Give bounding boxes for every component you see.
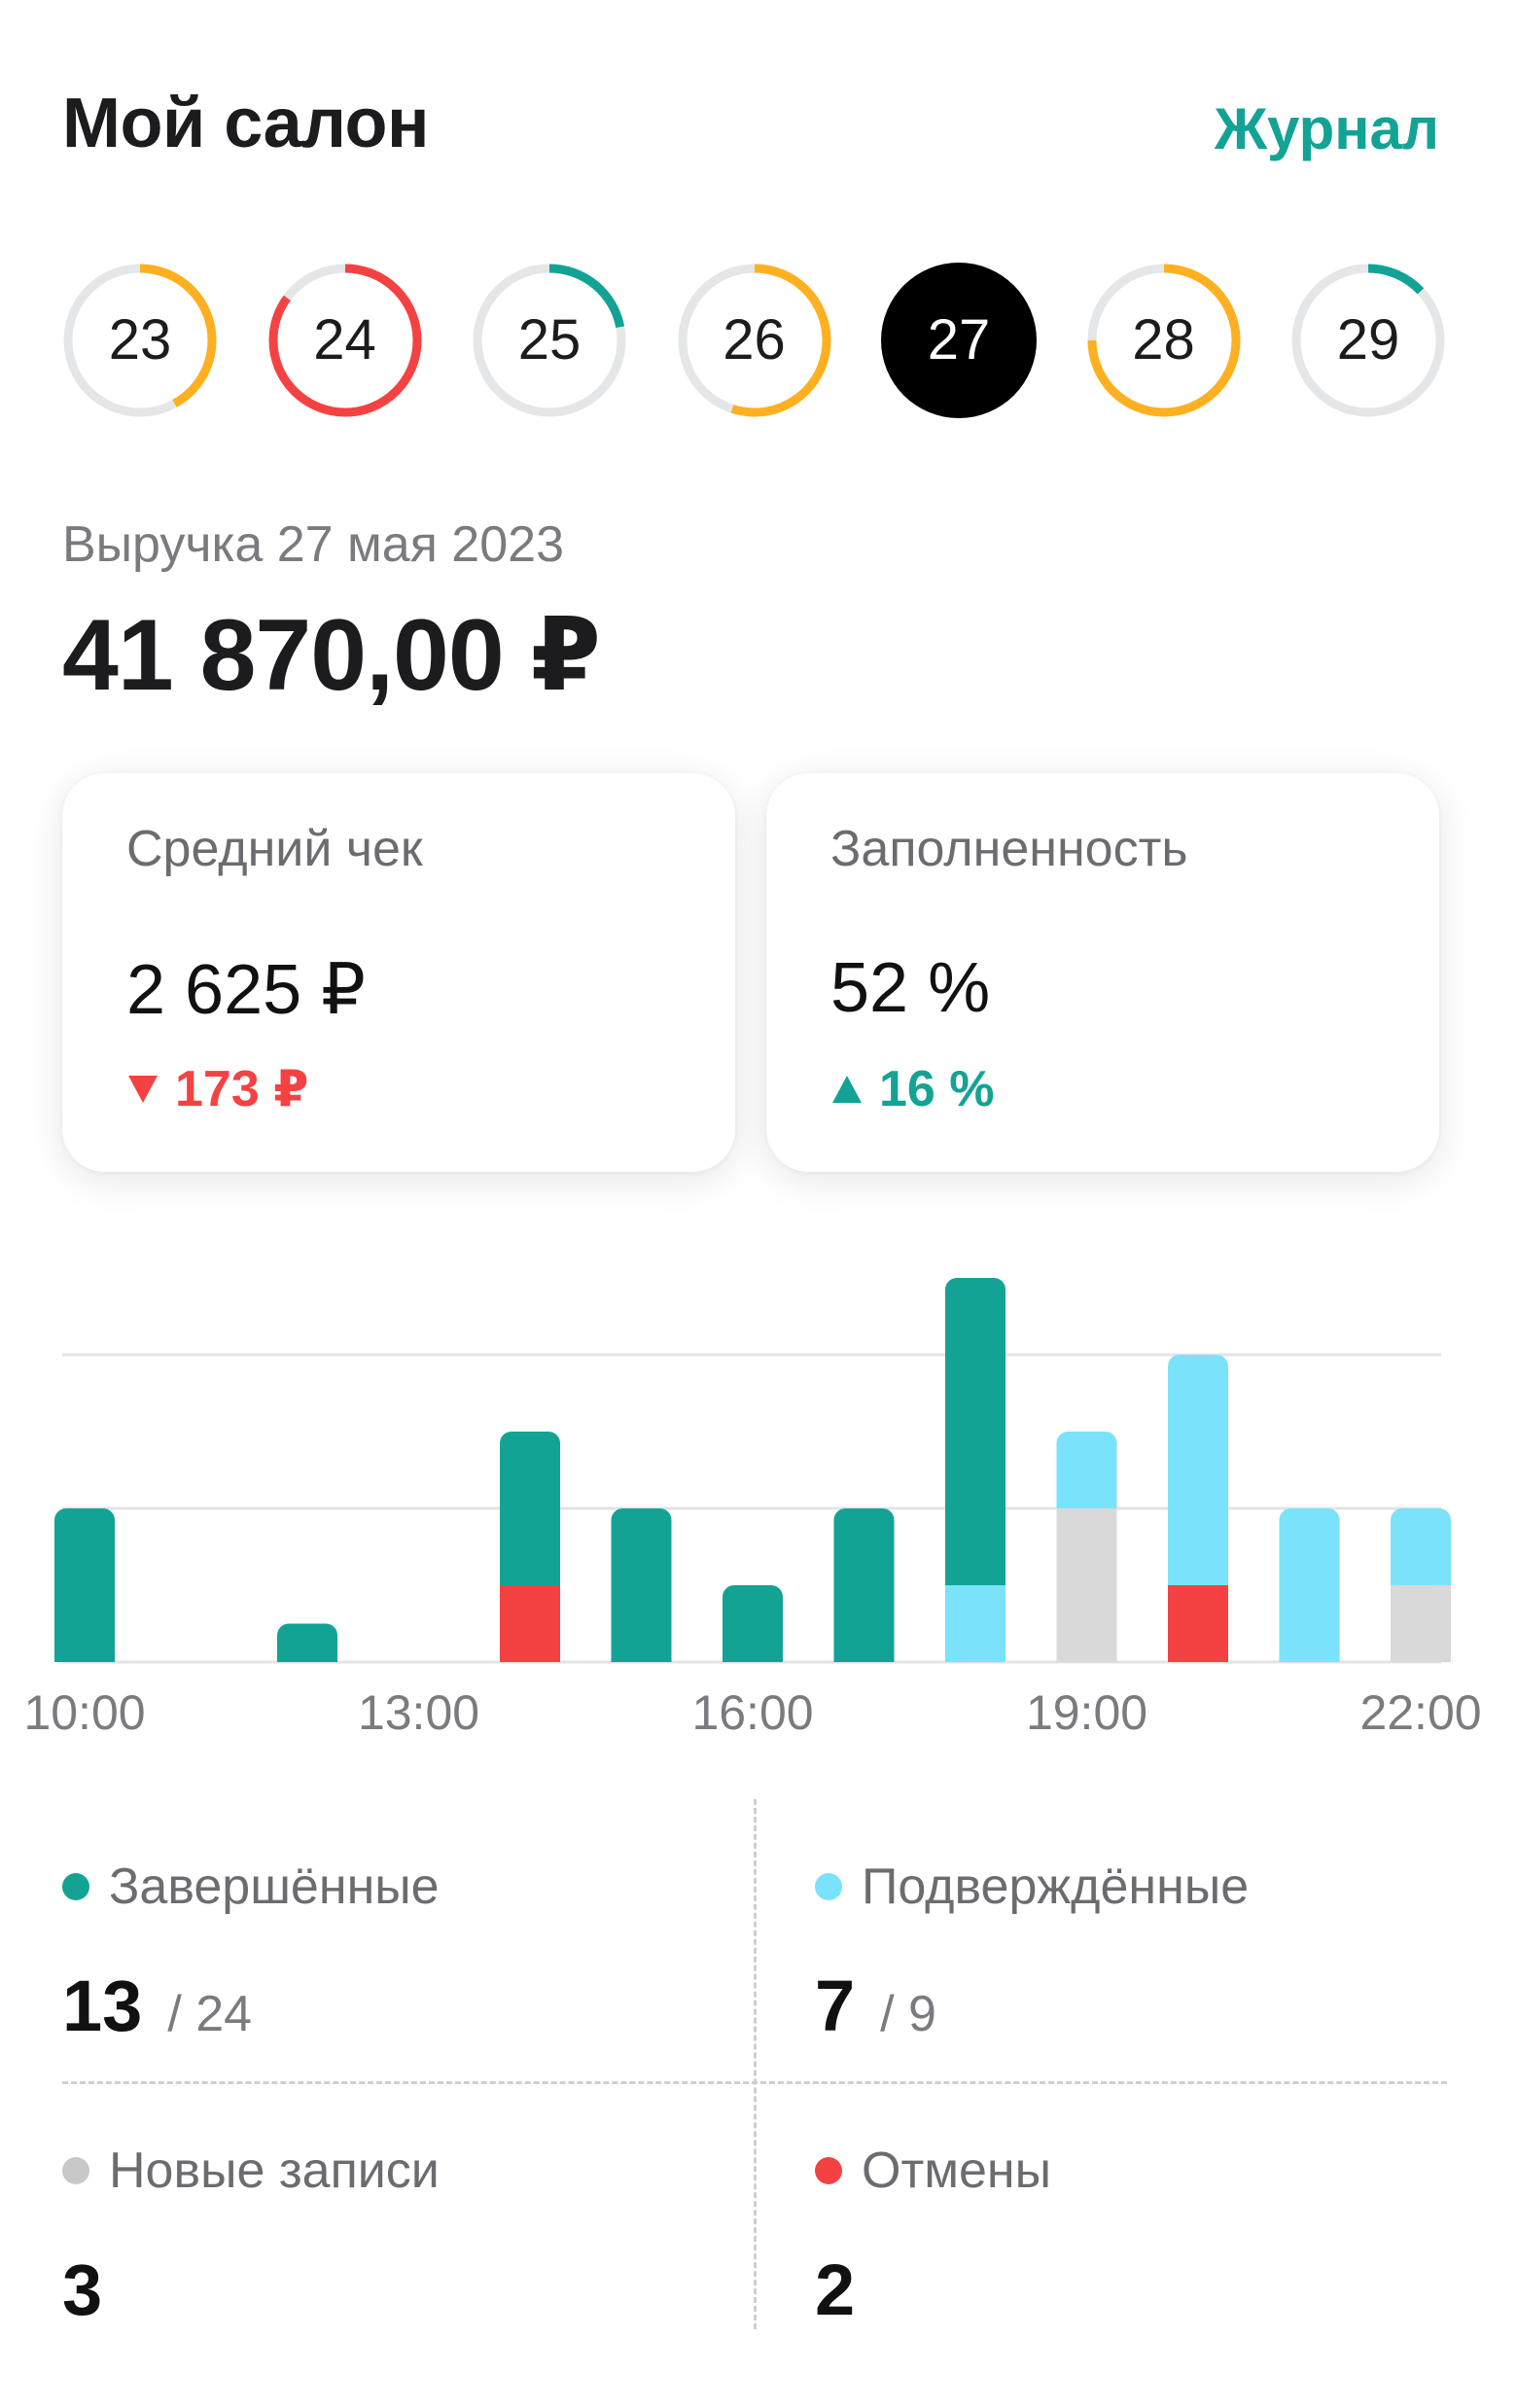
day-ring-icon — [268, 264, 421, 417]
occupancy-label: Заполненность — [830, 821, 1188, 877]
stat-confirmed-total: / 9 — [880, 1986, 936, 2042]
day-29[interactable]: 29 — [1290, 263, 1446, 418]
bar-segment-completed — [277, 1623, 337, 1662]
avg-check-delta: 173 ₽ — [126, 1060, 308, 1118]
completed-dot-icon — [62, 1873, 89, 1900]
day-25[interactable]: 25 — [472, 263, 627, 418]
bar-19:00 — [1056, 1432, 1117, 1662]
bar-17:00 — [833, 1508, 895, 1662]
bar-21:00 — [1279, 1508, 1340, 1662]
bar-15:00 — [611, 1508, 672, 1662]
avg-check-card[interactable]: Средний чек 2 625 ₽ 173 ₽ — [62, 773, 735, 1172]
stat-cancelled-value: 2 — [815, 2249, 856, 2330]
bar-22:00 — [1391, 1508, 1451, 1662]
occupancy-delta-value: 16 % — [879, 1061, 995, 1117]
day-26[interactable]: 26 — [677, 263, 832, 418]
day-number: 26 — [723, 308, 786, 372]
day-selector: 23 24 25 26 27 28 29 — [62, 263, 1463, 418]
day-number: 29 — [1336, 308, 1400, 372]
cancelled-dot-icon — [815, 2157, 842, 2184]
bar-segment-new — [1391, 1585, 1451, 1662]
day-23[interactable]: 23 — [62, 263, 218, 418]
day-ring-icon — [678, 264, 830, 417]
day-number: 24 — [313, 308, 376, 372]
x-tick-label: 10:00 — [23, 1685, 145, 1740]
occupancy-delta: 16 % — [830, 1060, 995, 1118]
bar-16:00 — [723, 1585, 783, 1662]
triangle-up-icon — [832, 1076, 862, 1103]
day-24[interactable]: 24 — [267, 263, 423, 418]
x-tick-label: 19:00 — [1026, 1685, 1147, 1740]
journal-link[interactable]: Журнал — [1214, 96, 1439, 161]
stat-new: Новые записи 3 — [62, 2142, 743, 2331]
stat-new-value: 3 — [62, 2249, 103, 2330]
day-ring-icon — [63, 264, 217, 417]
avg-check-label: Средний чек — [126, 821, 423, 877]
day-28[interactable]: 28 — [1086, 263, 1242, 418]
revenue-label: Выручка 27 мая 2023 — [62, 516, 564, 573]
stats-divider-vertical — [754, 1799, 757, 2329]
stat-cancelled: Отмены 2 — [815, 2142, 1496, 2331]
hourly-bookings-chart: 10:00 13:00 16:00 19:00 22:00 — [23, 1278, 1482, 1740]
bar-segment-confirmed — [1168, 1355, 1228, 1585]
bar-18:00 — [945, 1278, 1005, 1662]
avg-check-value: 2 625 ₽ — [126, 951, 366, 1029]
bar-segment-completed — [833, 1508, 895, 1662]
day-ring-icon — [1087, 264, 1240, 417]
triangle-down-icon — [128, 1076, 158, 1103]
bar-segment-completed — [723, 1585, 783, 1662]
stat-completed-value: 13 — [62, 1965, 143, 2046]
day-27[interactable]: 27 — [881, 263, 1037, 418]
bar-segment-confirmed — [1279, 1508, 1340, 1662]
bar-14:00 — [500, 1432, 560, 1662]
bar-segment-cancelled — [500, 1585, 560, 1662]
bar-segment-cancelled — [1168, 1585, 1228, 1662]
x-tick-label: 16:00 — [691, 1685, 813, 1740]
day-ring-icon — [881, 263, 1037, 418]
page-title: Мой салон — [62, 85, 429, 162]
occupancy-value: 52 % — [830, 949, 991, 1027]
bar-12:00 — [277, 1623, 337, 1662]
stat-completed: Завершённые 13 / 24 — [62, 1858, 743, 2047]
stat-completed-total: / 24 — [167, 1986, 253, 2042]
day-number: 27 — [927, 308, 991, 372]
bar-segment-completed — [945, 1278, 1005, 1585]
revenue-value: 41 870,00 ₽ — [62, 599, 601, 712]
bar-segment-new — [1056, 1508, 1117, 1662]
day-ring-icon — [473, 264, 626, 417]
new-dot-icon — [62, 2157, 89, 2184]
occupancy-card[interactable]: Заполненность 52 % 16 % — [766, 773, 1439, 1172]
stat-cancelled-label: Отмены — [862, 2142, 1052, 2199]
bar-segment-confirmed — [1056, 1432, 1117, 1508]
bar-20:00 — [1168, 1355, 1228, 1662]
confirmed-dot-icon — [815, 1873, 842, 1900]
day-number: 25 — [517, 308, 582, 372]
stats-grid: Завершённые 13 / 24 Подверждённые 7 / 9 Но… — [62, 1799, 1447, 2331]
bar-segment-completed — [611, 1508, 672, 1662]
day-number: 23 — [108, 308, 172, 372]
stat-confirmed-label: Подверждённые — [862, 1859, 1250, 1915]
day-ring-icon — [1291, 264, 1445, 417]
bar-segment-completed — [500, 1432, 560, 1585]
avg-check-delta-value: 173 ₽ — [175, 1061, 309, 1117]
x-tick-label: 22:00 — [1359, 1685, 1481, 1740]
bar-segment-completed — [54, 1508, 115, 1662]
bar-segment-confirmed — [1391, 1508, 1451, 1585]
stat-new-label: Новые записи — [109, 2142, 440, 2199]
day-number: 28 — [1132, 308, 1195, 372]
stat-completed-label: Завершённые — [109, 1859, 440, 1915]
stats-divider-horizontal — [62, 2081, 1447, 2084]
bar-10:00 — [54, 1508, 115, 1662]
stat-confirmed-value: 7 — [815, 1965, 856, 2046]
bar-segment-confirmed — [945, 1585, 1005, 1662]
x-tick-label: 13:00 — [358, 1685, 479, 1740]
stat-confirmed: Подверждённые 7 / 9 — [815, 1858, 1496, 2047]
